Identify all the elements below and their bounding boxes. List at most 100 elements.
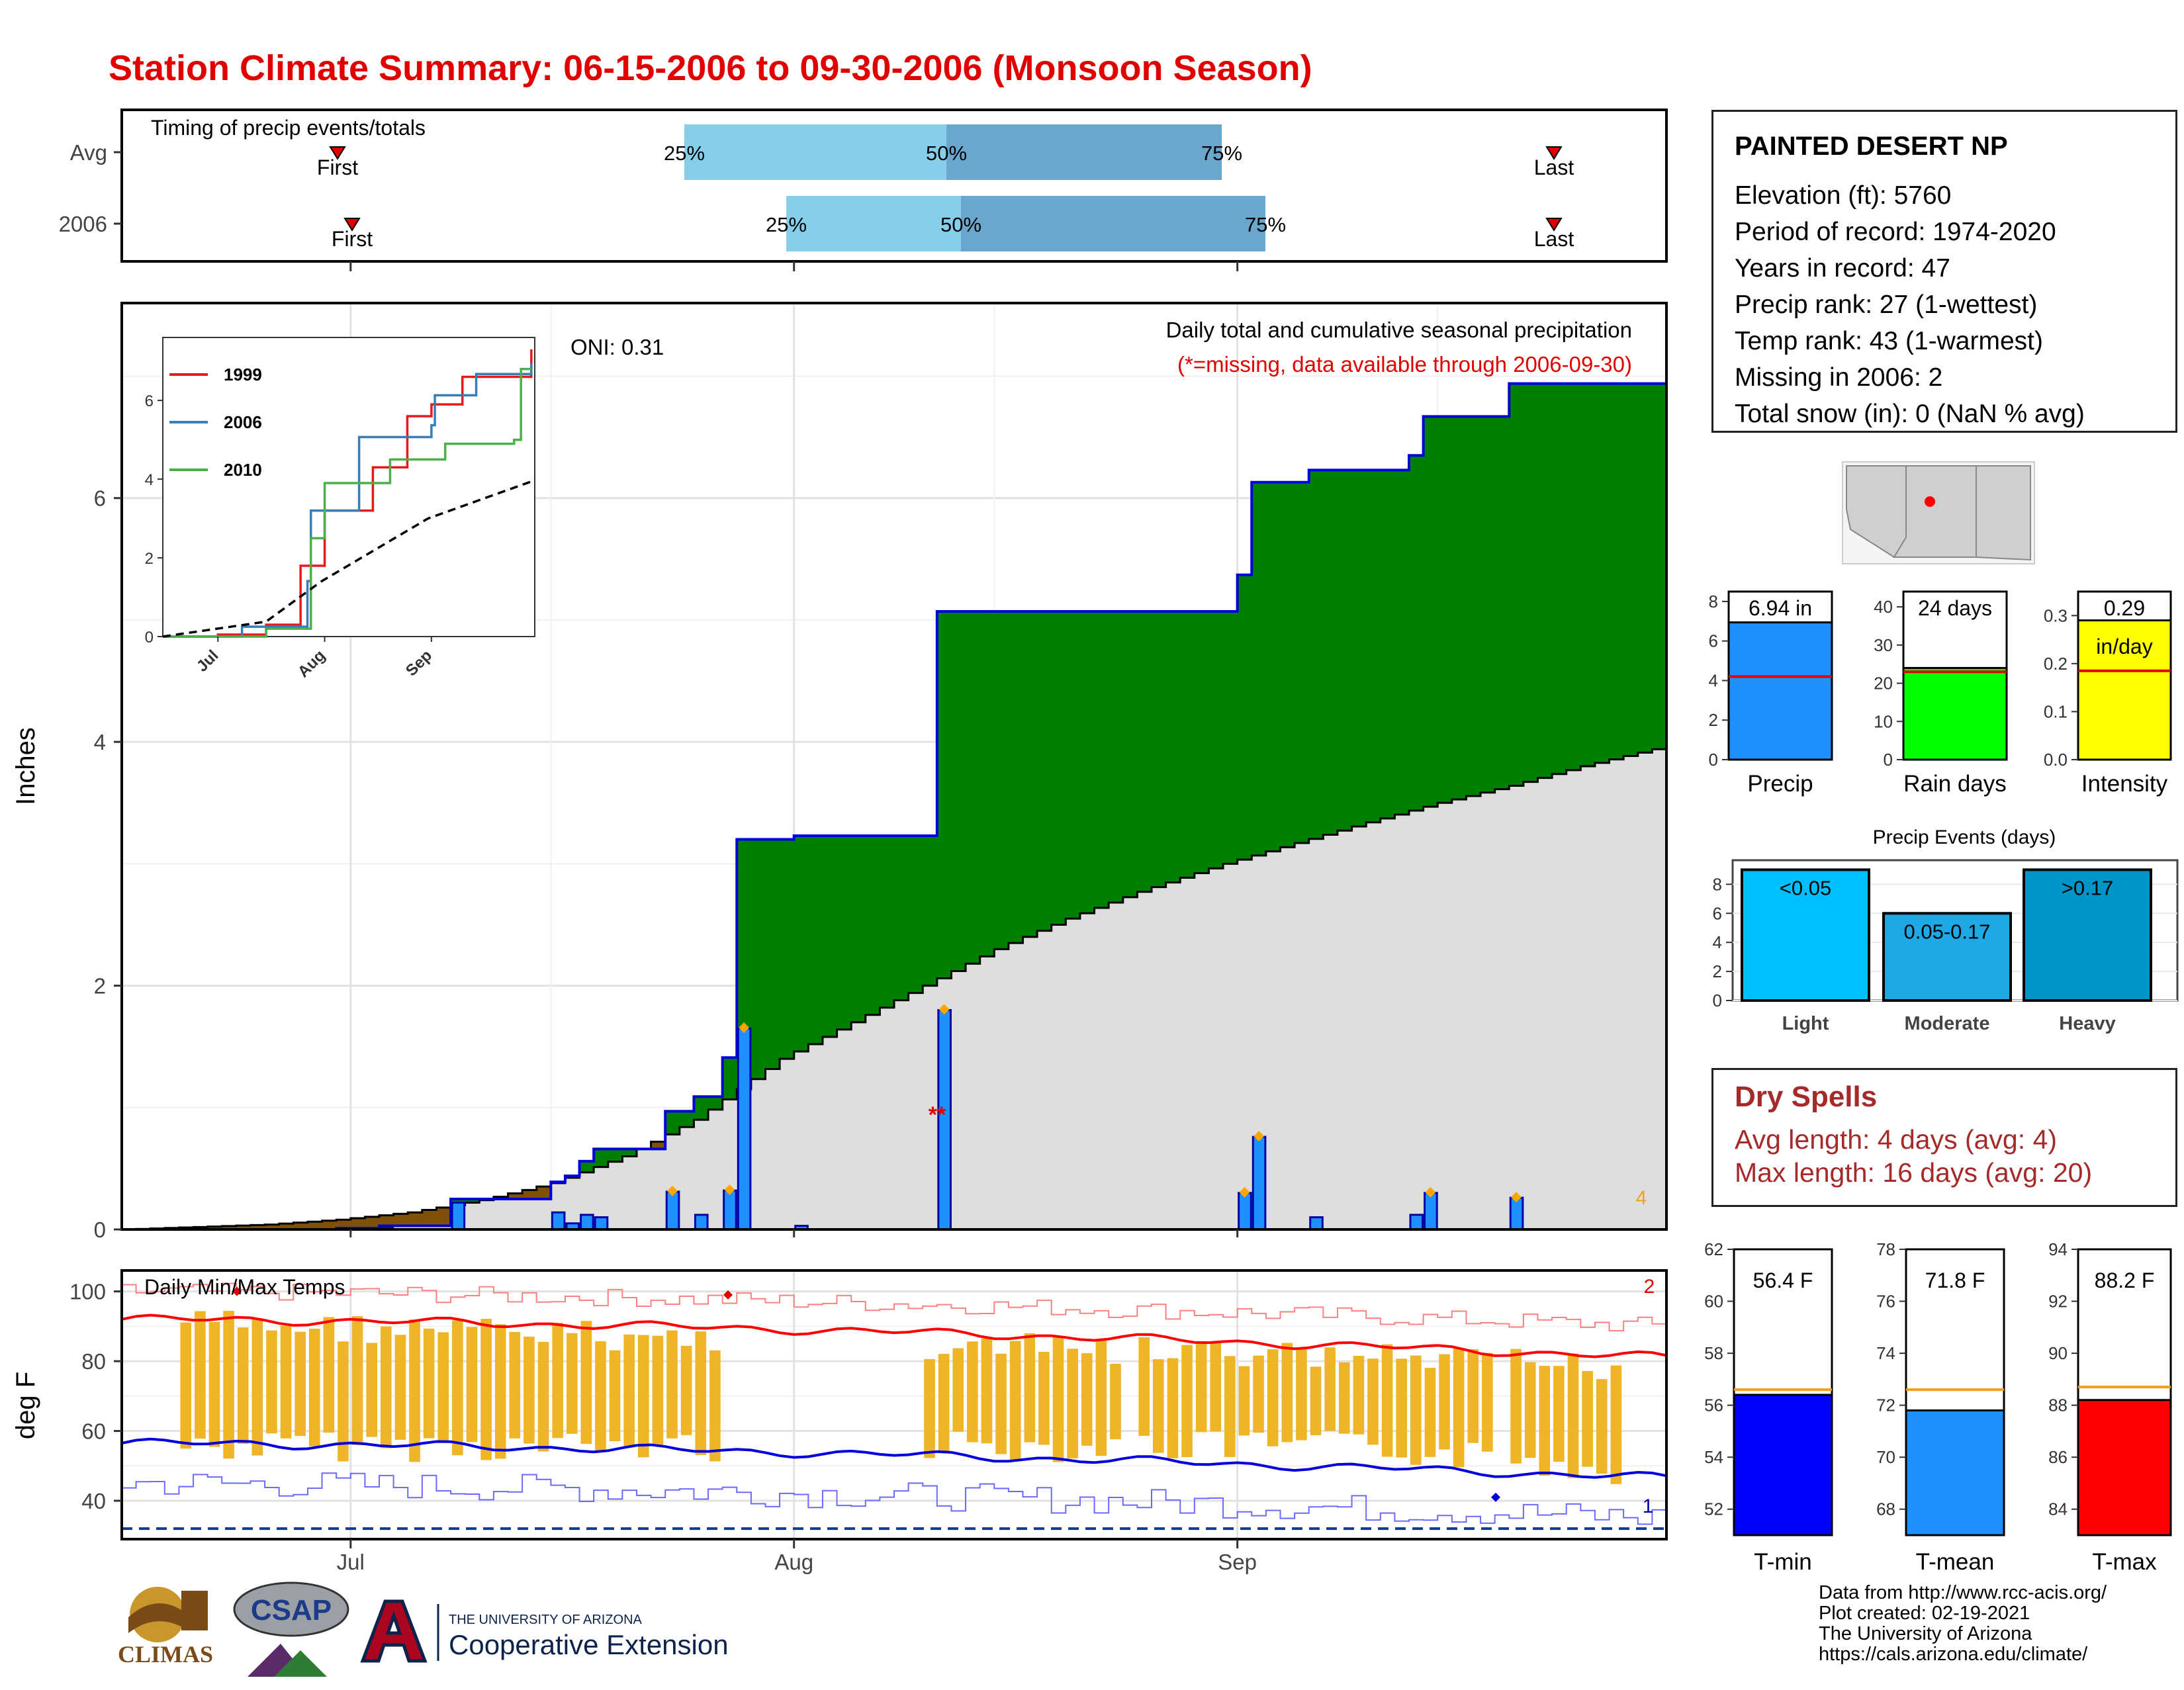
temp-summary-y-tick-label: 58 bbox=[1704, 1343, 1723, 1363]
timing-first-label: First bbox=[317, 156, 358, 179]
temp-range-bars bbox=[180, 1311, 1622, 1484]
dry-spells-max: Max length: 16 days (avg: 20) bbox=[1735, 1157, 2093, 1188]
deficit-area bbox=[365, 1216, 380, 1229]
surplus-area bbox=[1109, 611, 1124, 903]
surplus-area bbox=[894, 836, 909, 1001]
temp-summary-label: T-min bbox=[1754, 1549, 1812, 1575]
precip-areas bbox=[122, 382, 1667, 1231]
surplus-area bbox=[1509, 383, 1524, 786]
deficit-area bbox=[222, 1225, 237, 1229]
surplus-area bbox=[722, 1057, 737, 1100]
temp-lines bbox=[121, 1282, 1667, 1531]
temp-y-tick-label: 60 bbox=[81, 1419, 106, 1444]
daily-temp-range-bar bbox=[1567, 1353, 1579, 1478]
record-low-marker bbox=[1491, 1492, 1500, 1502]
surplus-area bbox=[1251, 482, 1267, 856]
daily-temp-range-bar bbox=[1038, 1352, 1050, 1445]
csap-cloud-icon bbox=[233, 1581, 349, 1637]
daily-precip-bar bbox=[551, 1211, 566, 1231]
surplus-area bbox=[1023, 611, 1038, 937]
surplus-area bbox=[1079, 611, 1095, 914]
deficit-area bbox=[293, 1222, 308, 1229]
daily-temp-range-bar bbox=[1424, 1368, 1436, 1457]
daily-temp-range-bar bbox=[266, 1330, 277, 1434]
surplus-area bbox=[1051, 611, 1066, 925]
precip-count-label: 4 bbox=[1636, 1187, 1647, 1209]
chart-title: Station Climate Summary: 06-15-2006 to 0… bbox=[109, 48, 1312, 88]
surplus-area bbox=[851, 836, 866, 1022]
daily-temp-range-bar bbox=[1224, 1356, 1236, 1457]
surplus-area bbox=[1337, 470, 1353, 831]
surplus-area bbox=[751, 839, 766, 1079]
daily-temp-range-bar bbox=[1181, 1345, 1193, 1457]
csap-hill-icon bbox=[274, 1650, 327, 1677]
timing-quartile-lower-bar bbox=[786, 196, 961, 251]
daily-temp-range-bar bbox=[981, 1338, 993, 1444]
events-bar bbox=[2023, 868, 2152, 1002]
inset-series-line bbox=[163, 367, 531, 638]
daily-temp-range-bar bbox=[1024, 1333, 1036, 1443]
surplus-area bbox=[608, 1149, 623, 1162]
surplus-area bbox=[1437, 416, 1453, 803]
deficit-area bbox=[393, 1214, 408, 1226]
daily-temp-range-bar bbox=[1095, 1339, 1107, 1456]
temp-summary-y-tick-label: 78 bbox=[1876, 1239, 1895, 1259]
daily-temp-range-bar bbox=[180, 1322, 192, 1449]
deficit-area bbox=[651, 1141, 666, 1149]
surplus-area bbox=[808, 836, 823, 1044]
record-tmax-line bbox=[122, 1282, 1667, 1332]
daily-temp-range-bar bbox=[323, 1317, 335, 1433]
climas-block-icon bbox=[181, 1591, 208, 1630]
temp-y-tick-label: 80 bbox=[81, 1349, 106, 1374]
daily-temp-range-bar bbox=[1110, 1364, 1121, 1440]
timing-q25-label: 25% bbox=[664, 142, 705, 165]
deficit-area bbox=[322, 1220, 337, 1229]
temp-summary-y-tick-label: 68 bbox=[1876, 1499, 1895, 1519]
record-tmin-line bbox=[122, 1472, 1667, 1525]
ua-logo-bottom: Cooperative Extension bbox=[449, 1629, 729, 1660]
daily-temp-range-bar bbox=[1167, 1358, 1179, 1458]
summary-value-label: 0.29 bbox=[2104, 596, 2145, 620]
average-tmin-line bbox=[121, 1437, 1667, 1479]
map-region-arizona bbox=[1893, 465, 1977, 558]
heavy-event-marker bbox=[938, 1004, 950, 1015]
daily-temp-range-bar bbox=[1067, 1349, 1078, 1458]
station-missing: Missing in 2006: 2 bbox=[1735, 363, 1943, 392]
daily-temp-range-bar bbox=[1439, 1354, 1450, 1450]
temp-summary-y-tick-label: 84 bbox=[2048, 1499, 2068, 1519]
timing-q75-label: 75% bbox=[1201, 142, 1242, 165]
surplus-area bbox=[694, 1096, 709, 1120]
daily-temp-range-bar bbox=[938, 1354, 950, 1451]
timing-first-marker-icon bbox=[329, 146, 346, 160]
events-y-tick-label: 8 bbox=[1713, 874, 1722, 894]
daily-temp-range-bar bbox=[580, 1321, 592, 1445]
precip-bars bbox=[336, 1004, 1524, 1231]
heavy-event-marker bbox=[1239, 1186, 1250, 1198]
timing-panel-title: Timing of precip events/totals bbox=[151, 116, 426, 140]
precip-y-axis: 0 2 4 6 bbox=[94, 486, 122, 1242]
surplus-area bbox=[1165, 611, 1181, 883]
daily-temp-range-bar bbox=[394, 1335, 406, 1440]
precip-panel: 0 2 4 6 Inches ONI: 0.31 Daily total and cu… bbox=[11, 302, 1668, 1242]
station-period: Period of record: 1974-2020 bbox=[1735, 218, 2056, 246]
tmin-count-label: 1 bbox=[1643, 1495, 1654, 1517]
timing-q75-label: 75% bbox=[1245, 213, 1286, 236]
daily-temp-range-bar bbox=[423, 1328, 435, 1439]
surplus-area bbox=[1180, 611, 1195, 878]
daily-temp-range-bar bbox=[566, 1333, 578, 1434]
daily-temp-range-bar bbox=[1324, 1347, 1336, 1431]
daily-temp-range-bar bbox=[1524, 1362, 1536, 1458]
precip-y-tick-label: 6 bbox=[94, 486, 106, 511]
deficit-area bbox=[336, 1220, 351, 1229]
summary-y-tick-label: 8 bbox=[1709, 592, 1718, 611]
x-axis-tick-label: Sep bbox=[1218, 1550, 1257, 1574]
surplus-area bbox=[1280, 482, 1295, 848]
surplus-area bbox=[1523, 383, 1539, 782]
ua-block-a-icon bbox=[360, 1599, 428, 1663]
summary-y-tick-label: 6 bbox=[1709, 631, 1718, 651]
precip-events-chart: Precip Events (days) 0 2 4 6 8 <0.05 Light 0.05-… bbox=[1713, 826, 2179, 1034]
daily-precip-bar bbox=[723, 1189, 737, 1231]
surplus-area bbox=[465, 1198, 480, 1203]
surplus-area bbox=[1094, 611, 1109, 909]
surplus-area bbox=[1208, 611, 1224, 869]
